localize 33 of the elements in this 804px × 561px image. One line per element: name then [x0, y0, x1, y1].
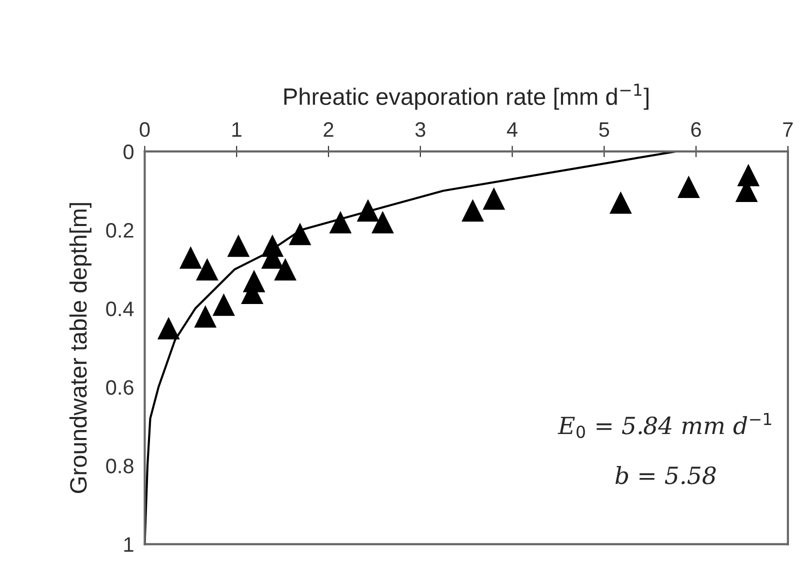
x-tick-label: 2: [324, 122, 334, 137]
point: [372, 210, 394, 234]
point: [737, 164, 760, 186]
y-axis-title: Groundwater table depth[m]: [69, 203, 92, 493]
point: [196, 258, 218, 280]
point: [462, 199, 484, 222]
annotation: E$_{0}$ = 5.84 mm d$^{−1}$: [558, 412, 772, 438]
point: [288, 222, 312, 246]
x-axis-title: Phreatic evaporation rate [mm d$^{−1}$]: [284, 84, 648, 110]
point: [194, 305, 217, 328]
point: [482, 187, 506, 210]
y-tick-label: 0.6: [106, 380, 134, 395]
point: [677, 176, 700, 198]
point: [227, 234, 250, 257]
x-tick-label: 3: [415, 122, 426, 137]
y-tick-label: 1: [124, 537, 134, 552]
point: [609, 191, 632, 214]
point: [179, 246, 202, 269]
x-tick-label: 6: [691, 122, 701, 137]
point: [212, 293, 235, 316]
y-tick-label: 0: [124, 144, 134, 160]
y-tick-label: 0.2: [106, 223, 134, 238]
point: [157, 316, 180, 340]
point: [274, 258, 297, 280]
x-tick-label: 7: [783, 122, 793, 137]
point: [329, 210, 352, 234]
x-tick-label: 1: [232, 122, 242, 137]
x-tick-label: 0: [140, 122, 150, 137]
x-tick-label: 5: [599, 122, 610, 137]
y-tick-label: 0.8: [106, 458, 134, 474]
y-tick-label: 0.4: [106, 302, 134, 316]
annotation: b = 5.58: [615, 466, 716, 484]
x-tick-label: 4: [506, 122, 518, 137]
